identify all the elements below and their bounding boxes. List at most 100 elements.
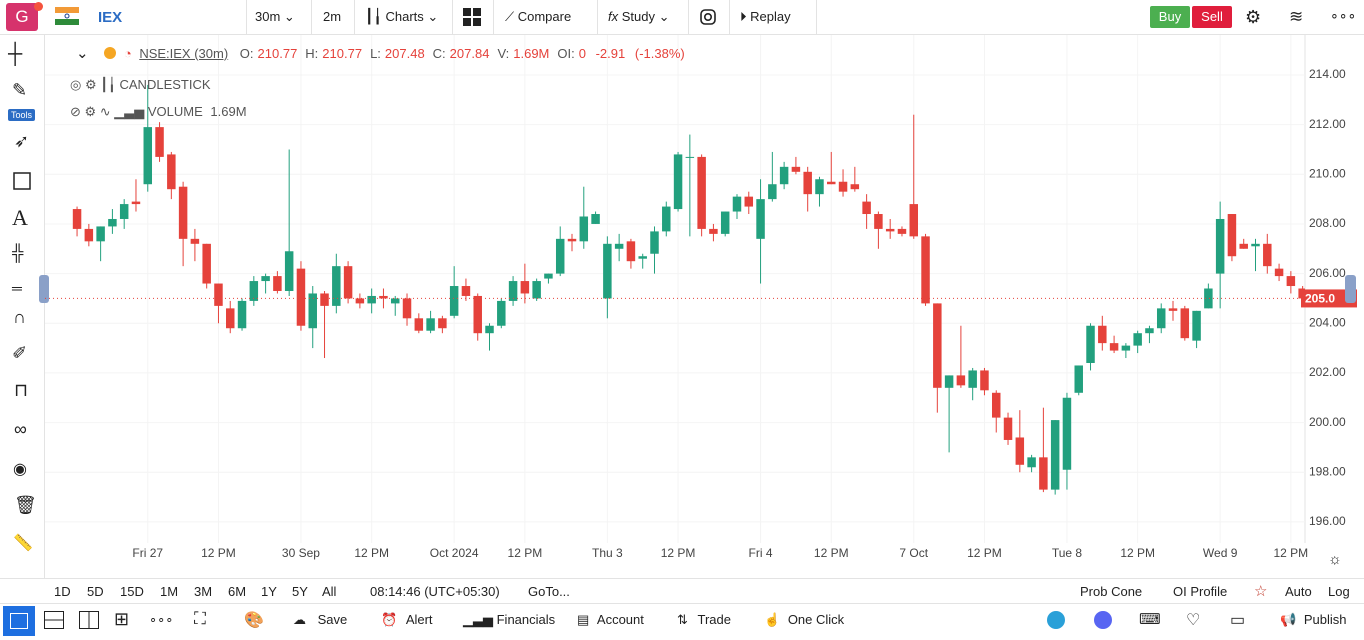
save-button[interactable]: ☁ Save bbox=[293, 612, 348, 627]
more-icon[interactable]: ∘∘∘ bbox=[1330, 7, 1357, 23]
trade-button[interactable]: ⇅ Trade bbox=[677, 612, 731, 627]
alert-button[interactable]: ⏰ Alert bbox=[381, 612, 433, 627]
candle-body bbox=[650, 231, 659, 254]
candle-body bbox=[1121, 345, 1131, 351]
scale-settings[interactable]: ☼ bbox=[1328, 551, 1342, 568]
layout-single[interactable] bbox=[3, 606, 35, 636]
candle-body bbox=[909, 204, 918, 237]
collapse-left[interactable] bbox=[39, 275, 49, 303]
symbol[interactable]: IEX bbox=[98, 9, 123, 26]
candle-body bbox=[273, 276, 282, 291]
avatar[interactable]: G bbox=[6, 3, 38, 31]
x-tick-label: 12 PM bbox=[967, 546, 1002, 560]
layout-more[interactable]: ∘∘∘ bbox=[149, 612, 174, 627]
charts-button[interactable]: ┃╽ Charts ⌄ bbox=[365, 8, 439, 24]
financials-button[interactable]: ▁▃▅ Financials bbox=[463, 612, 556, 627]
eye-tool[interactable]: ◉ bbox=[13, 461, 27, 478]
layers-icon[interactable]: ≋ bbox=[1289, 7, 1304, 26]
pencil-tool[interactable]: ✎ bbox=[12, 80, 28, 100]
trade-text: Trade bbox=[697, 612, 731, 627]
legend-symbol[interactable]: NSE:IEX (30m) bbox=[139, 46, 229, 61]
candle-body bbox=[237, 300, 247, 329]
candle-body bbox=[944, 375, 954, 388]
rect-tool[interactable] bbox=[12, 171, 32, 191]
measure-tool[interactable]: ═ bbox=[12, 280, 22, 296]
ruler-tool[interactable]: 📏 bbox=[13, 535, 33, 552]
candle-body bbox=[72, 209, 82, 229]
settings-icon[interactable]: ⚙ bbox=[1245, 7, 1262, 27]
theme[interactable]: 🎨 bbox=[244, 612, 264, 629]
candle-body bbox=[226, 308, 235, 329]
range-button[interactable]: 5Y bbox=[292, 584, 308, 599]
compare-button[interactable]: ⟋ Compare bbox=[505, 9, 572, 24]
candle-body bbox=[390, 298, 400, 304]
interval[interactable]: 30m ⌄ bbox=[255, 9, 295, 24]
prob-cone[interactable]: Prob Cone bbox=[1080, 584, 1143, 599]
financials-text: Financials bbox=[496, 612, 556, 627]
study-button[interactable]: fx Study ⌄ bbox=[608, 9, 670, 24]
candle-body bbox=[744, 196, 754, 207]
oi-profile[interactable]: OI Profile bbox=[1173, 584, 1228, 599]
candle-body bbox=[108, 218, 117, 227]
telegram-icon[interactable] bbox=[1047, 611, 1065, 629]
range-button[interactable]: 6M bbox=[228, 584, 247, 599]
x-tick-label: Wed 9 bbox=[1203, 546, 1238, 560]
one-click-button[interactable]: ☝ One Click bbox=[764, 612, 845, 627]
range-button[interactable]: 1M bbox=[160, 584, 179, 599]
lock-tool[interactable]: ⊓ bbox=[14, 380, 29, 400]
charts-text: Charts bbox=[385, 9, 424, 24]
range-button[interactable]: 3M bbox=[194, 584, 213, 599]
candle-body bbox=[1015, 437, 1025, 465]
star-icon[interactable]: ☆ bbox=[1254, 583, 1268, 600]
auto-toggle[interactable]: Auto bbox=[1285, 584, 1312, 599]
fib-tool[interactable]: ╬ bbox=[12, 245, 24, 262]
collapse-right[interactable] bbox=[1345, 275, 1356, 303]
log-toggle[interactable]: Log bbox=[1328, 584, 1350, 599]
range-button[interactable]: 5D bbox=[87, 584, 104, 599]
replay-text: Replay bbox=[750, 9, 791, 24]
goto[interactable]: GoTo... bbox=[528, 584, 570, 599]
candle-body bbox=[956, 375, 966, 386]
lock-draw-tool[interactable]: ✐ bbox=[12, 343, 28, 363]
candle-body bbox=[885, 228, 895, 232]
range-button[interactable]: 1D bbox=[54, 584, 71, 599]
video-icon[interactable]: ▭ bbox=[1230, 612, 1246, 629]
layout-2row[interactable] bbox=[44, 611, 64, 629]
y-tick-label: 212.00 bbox=[1309, 117, 1346, 131]
y-tick-label: 208.00 bbox=[1309, 216, 1346, 230]
account-button[interactable]: ▤ Account bbox=[577, 612, 644, 627]
x-tick-label: Fri 4 bbox=[749, 546, 773, 560]
idea-icon[interactable]: ♡ bbox=[1186, 612, 1201, 629]
trash-tool[interactable]: 🗑 bbox=[14, 495, 37, 515]
range-button[interactable]: All bbox=[322, 584, 337, 599]
link-tool[interactable]: ∞ bbox=[14, 419, 27, 439]
sell-button[interactable]: Sell bbox=[1192, 6, 1232, 28]
text-tool[interactable]: A bbox=[12, 205, 28, 230]
range-button[interactable]: 15D bbox=[120, 584, 144, 599]
publish-button[interactable]: 📢 Publish bbox=[1280, 612, 1347, 627]
layout-icon[interactable] bbox=[463, 8, 481, 26]
cursor-tool[interactable]: ➶ bbox=[14, 131, 30, 151]
instagram-icon[interactable] bbox=[700, 9, 716, 25]
crosshair-tool[interactable]: ┼ bbox=[8, 43, 23, 65]
range-button[interactable]: 1Y bbox=[261, 584, 277, 599]
candle-body bbox=[367, 295, 376, 304]
layout-4[interactable]: ⊞ bbox=[114, 609, 130, 629]
one-click-text: One Click bbox=[787, 612, 845, 627]
replay-button[interactable]: ⏵ Replay bbox=[740, 9, 791, 24]
layout-2col[interactable] bbox=[79, 611, 99, 629]
discord-icon[interactable] bbox=[1094, 611, 1112, 629]
candle-body bbox=[933, 303, 942, 388]
study-2-name[interactable]: VOLUME bbox=[147, 104, 203, 119]
flag-icon bbox=[55, 7, 79, 25]
candle-body bbox=[850, 184, 860, 190]
study-1-name[interactable]: CANDLESTICK bbox=[119, 77, 211, 92]
study-2-value: 1.69M bbox=[210, 104, 247, 119]
keyboard-icon[interactable]: ⌨ bbox=[1139, 611, 1161, 628]
buy-button[interactable]: Buy bbox=[1150, 6, 1190, 28]
fullscreen[interactable]: ⛶ bbox=[194, 609, 206, 628]
magnet-tool[interactable]: ∩ bbox=[13, 307, 26, 327]
range[interactable]: 2m bbox=[323, 9, 342, 24]
x-tick-label: Oct 2024 bbox=[430, 546, 479, 560]
legend-field-label: H: bbox=[305, 46, 319, 61]
